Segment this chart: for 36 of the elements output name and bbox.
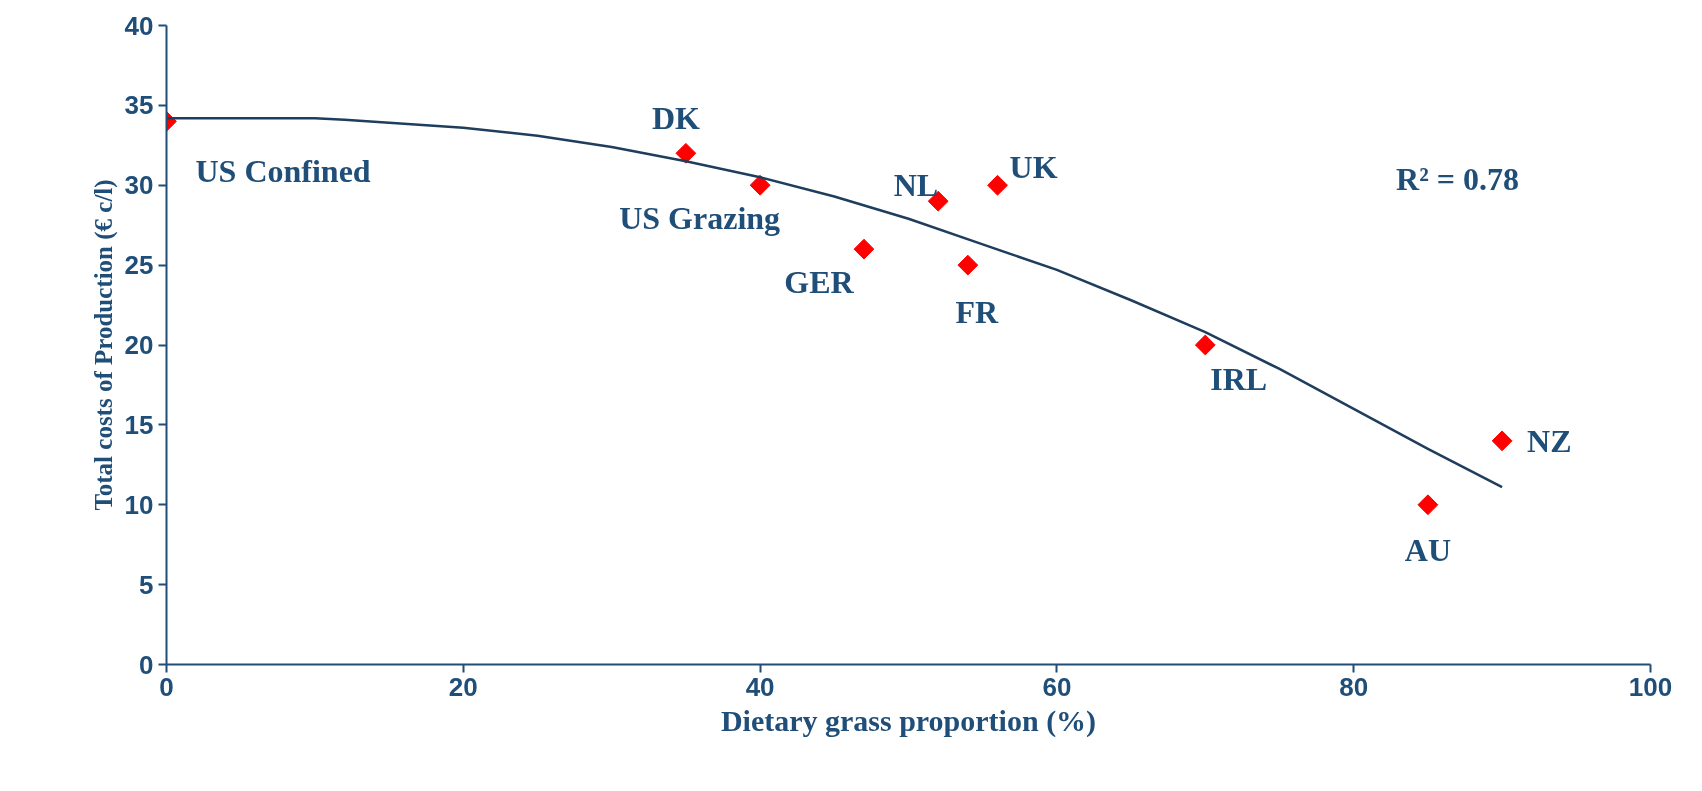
point [675, 142, 697, 164]
y-axis-title: Total costs of Production (€ c/l) [89, 179, 118, 511]
y-tick-label: 20 [124, 330, 154, 360]
x-tick-label: 100 [1628, 671, 1673, 702]
point [1417, 494, 1439, 516]
y-tick-label: 0 [139, 649, 154, 680]
x-tick-label: 0 [159, 671, 174, 702]
annotation: R² = 0.78 [1396, 160, 1520, 197]
point [1491, 430, 1513, 452]
point [1194, 334, 1216, 356]
x-tick-label: 80 [1339, 671, 1369, 702]
annotation: US Confined [195, 153, 371, 190]
annotation: AU [1404, 531, 1452, 568]
y-tick-label: 15 [124, 409, 154, 440]
y-tick-label: 5 [139, 569, 154, 600]
x-axis-title: Dietary grass proportion (%) [720, 703, 1097, 738]
annotation: US Grazing [619, 200, 781, 237]
x-tick-label: 40 [745, 671, 775, 702]
point [749, 174, 771, 196]
x-tick-label: 20 [448, 671, 478, 702]
y-tick-label: 40 [124, 10, 154, 41]
annotation: FR [955, 294, 1000, 331]
annotation: DK [651, 100, 701, 137]
annotation: NL [893, 167, 939, 204]
annotation: UK [1009, 149, 1058, 186]
y-tick-label: 30 [124, 170, 154, 201]
annotation: GER [784, 264, 855, 301]
point [987, 174, 1008, 196]
y-tick-label: 25 [124, 250, 154, 281]
y-tick-label: 10 [124, 489, 154, 520]
x-tick-label: 60 [1042, 671, 1072, 702]
point [957, 254, 979, 276]
annotation: IRL [1210, 361, 1268, 397]
y-tick-label: 35 [124, 90, 154, 121]
point [853, 238, 875, 260]
annotation: NZ [1527, 422, 1572, 459]
